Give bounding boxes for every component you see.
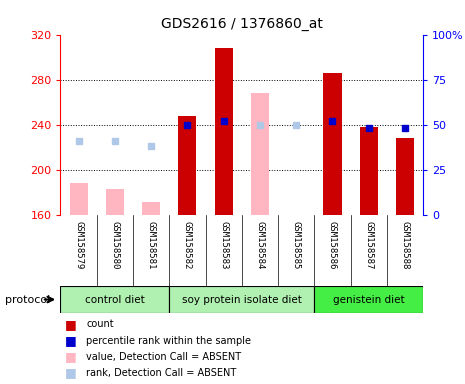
Bar xyxy=(106,189,124,215)
Text: protocol: protocol xyxy=(5,295,50,305)
Text: GSM158586: GSM158586 xyxy=(328,221,337,269)
Text: GSM158583: GSM158583 xyxy=(219,221,228,269)
Title: GDS2616 / 1376860_at: GDS2616 / 1376860_at xyxy=(161,17,323,31)
Text: count: count xyxy=(86,319,113,329)
Text: ■: ■ xyxy=(65,366,77,379)
Text: rank, Detection Call = ABSENT: rank, Detection Call = ABSENT xyxy=(86,368,236,378)
Bar xyxy=(142,202,160,215)
Text: soy protein isolate diet: soy protein isolate diet xyxy=(182,295,302,305)
Text: GSM158581: GSM158581 xyxy=(146,221,156,269)
Text: GSM158585: GSM158585 xyxy=(292,221,301,269)
Text: control diet: control diet xyxy=(85,295,145,305)
Bar xyxy=(215,48,233,215)
Text: GSM158580: GSM158580 xyxy=(110,221,120,269)
Bar xyxy=(179,116,196,215)
Text: ■: ■ xyxy=(65,318,77,331)
Text: GSM158588: GSM158588 xyxy=(400,221,410,269)
Text: genistein diet: genistein diet xyxy=(333,295,405,305)
Text: GSM158579: GSM158579 xyxy=(74,221,83,269)
Bar xyxy=(60,286,169,313)
Text: GSM158587: GSM158587 xyxy=(364,221,373,269)
Text: ■: ■ xyxy=(65,350,77,363)
Text: percentile rank within the sample: percentile rank within the sample xyxy=(86,336,251,346)
Bar xyxy=(169,286,314,313)
Text: GSM158584: GSM158584 xyxy=(255,221,265,269)
Bar xyxy=(396,138,414,215)
Bar xyxy=(251,93,269,215)
Text: ■: ■ xyxy=(65,334,77,347)
Bar xyxy=(314,286,423,313)
Bar xyxy=(324,73,341,215)
Bar xyxy=(70,184,87,215)
Text: value, Detection Call = ABSENT: value, Detection Call = ABSENT xyxy=(86,352,241,362)
Text: GSM158582: GSM158582 xyxy=(183,221,192,269)
Bar xyxy=(360,127,378,215)
